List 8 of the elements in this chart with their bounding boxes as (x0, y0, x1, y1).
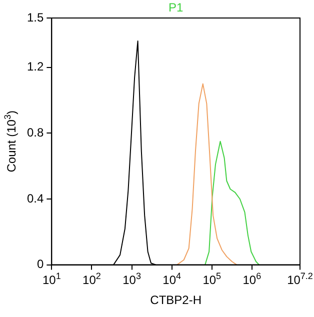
x-axis-title: CTBP2-H (150, 293, 202, 308)
y-tick-label: 0.4 (26, 191, 44, 206)
y-tick-label: 0.8 (26, 125, 44, 140)
y-tick-label: 1.5 (26, 10, 44, 24)
y-axis-title: Count (103) (2, 110, 18, 172)
y-tick-label: 0 (36, 257, 44, 272)
chart-title: P1 (168, 0, 184, 14)
y-tick-label: 1.2 (26, 60, 44, 74)
